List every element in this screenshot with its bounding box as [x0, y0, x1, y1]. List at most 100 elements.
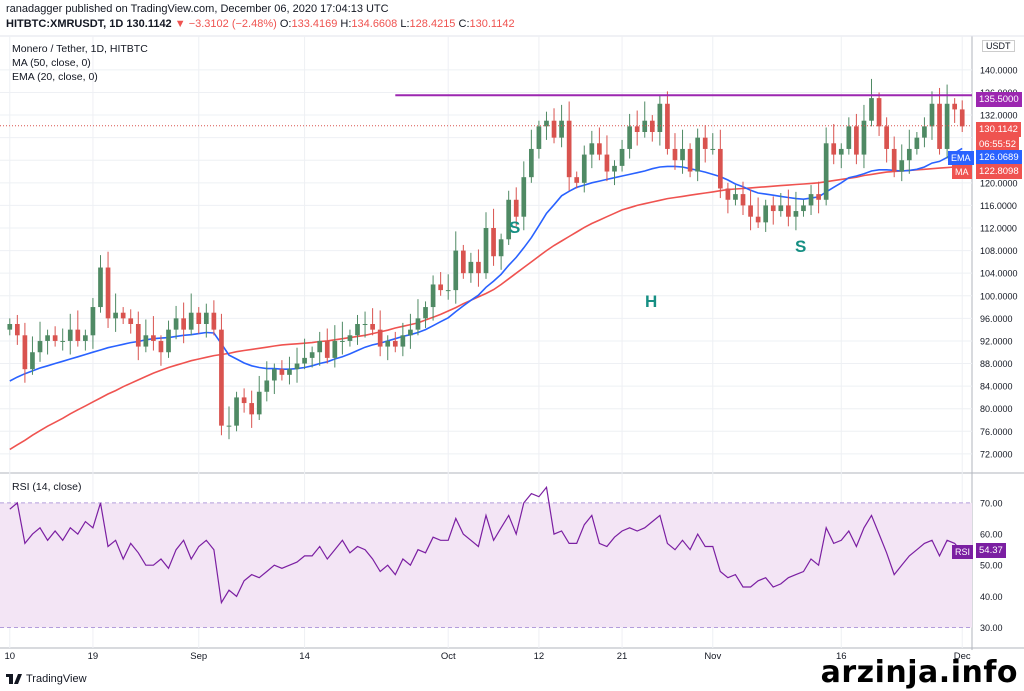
y-tick-label: 120.0000 [980, 178, 1018, 188]
candle-up [521, 177, 527, 217]
resistance-price-badge: 135.5000 [976, 92, 1022, 107]
candle-up [173, 318, 179, 330]
candle-up [808, 194, 814, 206]
ma-name-badge: MA [952, 165, 972, 179]
candle-up [581, 154, 587, 183]
rsi-value-badge: 54.37 [976, 543, 1006, 558]
candle-down [755, 216, 761, 223]
candle-down [135, 324, 141, 347]
candle-up [529, 148, 534, 178]
candle-down [14, 324, 20, 336]
candle-up [695, 137, 700, 172]
candle-up [733, 194, 738, 200]
candle-up [7, 324, 13, 330]
candle-up [430, 284, 436, 308]
candle-up [30, 352, 35, 370]
candle-up [559, 120, 564, 138]
x-tick-label: 19 [88, 651, 99, 662]
current-price: 130.1142 [126, 18, 172, 30]
head-label: H [645, 292, 658, 311]
candle-down [249, 403, 255, 415]
candle-up [45, 335, 50, 341]
candle-up [906, 148, 912, 161]
candle-up [801, 205, 806, 212]
x-tick-label: Dec [954, 651, 971, 662]
y-tick-label: 76.0000 [980, 427, 1013, 437]
candle-up [922, 126, 927, 138]
candle-up [657, 103, 663, 132]
y-tick-label: 92.0000 [980, 336, 1013, 346]
ma-legend: MA (50, close, 0) [12, 57, 91, 69]
candle-down [120, 312, 126, 319]
ema-name-badge: EMA [948, 151, 974, 165]
candle-up [710, 148, 716, 150]
candle-up [408, 329, 413, 336]
low-value: 128.4215 [409, 18, 456, 30]
candle-down [52, 335, 58, 341]
y-tick-label: 88.0000 [980, 359, 1013, 369]
currency-label[interactable]: USDT [982, 40, 1015, 52]
tradingview-icon [6, 674, 22, 684]
price-change: ▼ −3.3102 (−2.48%) [174, 18, 277, 30]
candle-up [929, 103, 935, 127]
candle-up [483, 228, 489, 274]
candle-down [392, 340, 398, 347]
candle-up [98, 267, 103, 308]
candle-down [75, 329, 81, 341]
candle-down [513, 199, 519, 217]
candle-up [838, 148, 844, 155]
x-tick-label: 12 [534, 651, 545, 662]
high-label: H: [340, 18, 352, 30]
candle-down [151, 335, 156, 341]
candle-down [604, 154, 610, 172]
candle-down [196, 312, 202, 324]
time-axis: 10 19 Sep 14 Oct 12 21 Nov 16 Dec [4, 651, 970, 662]
candle-down [324, 340, 330, 358]
candle-up [415, 318, 421, 330]
tradingview-brand: TradingView [26, 673, 87, 685]
candle-down [884, 126, 889, 149]
candle-up [680, 148, 685, 161]
candle-up [453, 250, 459, 291]
candle-up [468, 261, 474, 274]
candle-up [944, 103, 950, 149]
right-shoulder-label: S [795, 237, 807, 256]
last-price-badge: 130.1142 [976, 122, 1021, 137]
candle-up [612, 165, 617, 172]
y-tick-label: 112.0000 [980, 224, 1017, 234]
candle-down [476, 261, 481, 274]
candle-down [725, 188, 731, 200]
tradingview-logo[interactable]: TradingView [6, 673, 87, 685]
rsi-y-tick-label: 40.00 [980, 592, 1003, 602]
candle-up [642, 120, 648, 132]
y-tick-label: 72.0000 [980, 449, 1013, 459]
y-tick-label: 140.0000 [980, 65, 1018, 75]
candle-down [786, 205, 791, 217]
candle-down [854, 126, 859, 155]
candle-up [272, 369, 277, 381]
candle-down [211, 312, 217, 330]
low-label: L: [400, 18, 410, 30]
left-shoulder-label: S [509, 218, 521, 237]
candle-up [423, 307, 428, 319]
rsi-y-tick-label: 30.00 [980, 623, 1003, 633]
ema-value-badge: 126.0689 [976, 150, 1022, 165]
candle-down [649, 120, 655, 132]
candle-down [491, 228, 496, 257]
candle-up [763, 205, 769, 223]
candle-up [309, 352, 315, 358]
candle-up [143, 335, 149, 347]
rsi-y-tick-label: 70.00 [980, 498, 1003, 508]
candle-up [113, 312, 118, 319]
candle-up [400, 335, 406, 347]
candle-down [438, 284, 443, 291]
publisher-line: ranadagger published on TradingView.com,… [6, 3, 389, 15]
candle-down [702, 137, 708, 149]
candle-down [876, 98, 882, 127]
x-tick-label: 16 [836, 651, 847, 662]
candle-up [627, 126, 632, 149]
candle-up [67, 329, 73, 341]
candle-down [158, 340, 164, 353]
candle-up [589, 143, 595, 155]
